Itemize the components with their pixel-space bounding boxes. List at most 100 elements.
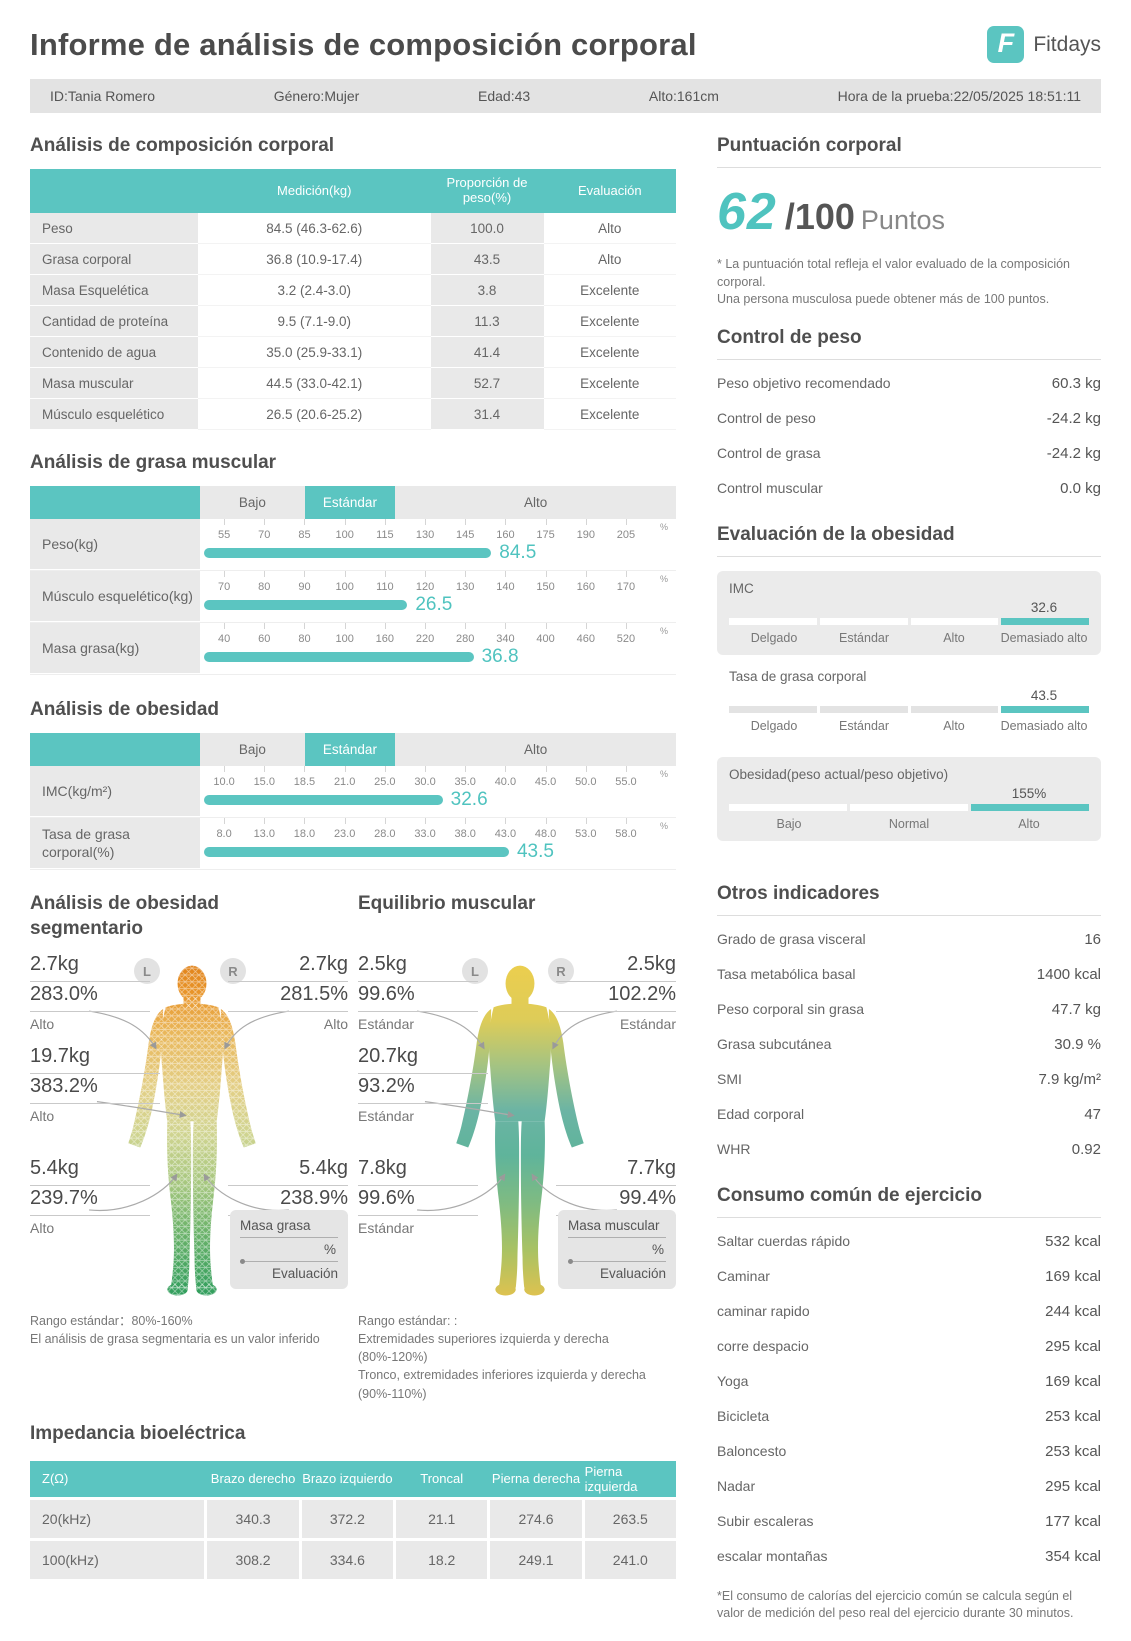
range-label: Demasiado alto: [1000, 630, 1088, 645]
table-row: Contenido de agua 35.0 (25.9-33.1) 41.4 …: [30, 337, 676, 368]
exercise-row: Bicicleta 253 kcal: [717, 1407, 1101, 1425]
tick-label: 25.0: [365, 766, 405, 788]
exercise-row: Yoga 169 kcal: [717, 1372, 1101, 1390]
range-segment: [850, 803, 968, 811]
user-info-item: Alto:161cm: [648, 88, 719, 104]
tick-label: 100: [325, 623, 365, 645]
header-cell: Evaluación: [577, 182, 642, 198]
obesity-degree-eval-bar: Obesidad(peso actual/peso objetivo) 155%…: [717, 756, 1101, 841]
indicator-row: Peso objetivo recomendado 60.3 kg: [717, 374, 1101, 392]
brand-name: Fitdays: [1033, 32, 1101, 56]
body-score-section: Puntuación corporal 62 /100 Puntos * La …: [717, 135, 1101, 309]
exercise-row: Subir escaleras 177 kcal: [717, 1512, 1101, 1530]
row-label: Masa muscular: [30, 368, 198, 399]
scale-header: Bajo Estándar Alto: [30, 733, 676, 766]
tick-label: 115: [365, 519, 405, 541]
tick-label: 55.0: [606, 766, 646, 788]
exercise-row: caminar rapido 244 kcal: [717, 1302, 1101, 1320]
tick-label: 53.0: [566, 818, 606, 840]
section-title-muscle-balance: Equilibrio muscular: [358, 893, 536, 914]
exercise-row: Nadar 295 kcal: [717, 1477, 1101, 1495]
impedance-header: Z(Ω) Brazo derecho Brazo izquierdo Troncal…: [30, 1460, 676, 1497]
tick-label: 48.0: [526, 818, 566, 840]
report-header: Informe de análisis de composición corpo…: [30, 26, 1101, 63]
range-segment: [1001, 617, 1089, 625]
indicator-row: Grado de grasa visceral 16: [717, 930, 1101, 948]
tick-label: 80: [284, 623, 324, 645]
range-label: Estándar: [838, 630, 890, 645]
range-low: Bajo: [238, 495, 266, 510]
composition-table: Medición(kg) Proporción de peso(%) Evalu…: [30, 169, 676, 430]
scale-header-corner: [30, 486, 200, 519]
report-page: Informe de análisis de composición corpo…: [30, 26, 1101, 1620]
range-label: Delgado: [750, 630, 798, 645]
user-info-item: Género:Mujer: [273, 88, 360, 104]
user-info-item: Hora de la prueba:22/05/2025 18:51:11: [837, 88, 1081, 104]
impedance-value: 334.6: [301, 1540, 394, 1579]
tick-label: 50.0: [566, 766, 606, 788]
bar-value: 32.6: [450, 789, 488, 810]
scale-row-body-fat-rate: Tasa de grasa corporal(%) % 8.0 13.0 18.0 2…: [30, 818, 676, 870]
range-low: Bajo: [238, 742, 266, 757]
bar-value: 43.5: [516, 841, 554, 862]
score-note: * La puntuación total refleja el valor e…: [717, 256, 1101, 309]
section-title-score: Puntuación corporal: [717, 135, 1101, 168]
bar-value: 26.5: [415, 594, 453, 615]
row-label: Contenido de agua: [30, 337, 198, 368]
indicator-row: Grasa subcutánea 30.9 %: [717, 1035, 1101, 1053]
evaluation: Excelente: [543, 306, 676, 337]
range-label: Bajo: [776, 816, 802, 831]
axis-unit: %: [659, 769, 668, 779]
exercise-row: escalar montañas 354 kcal: [717, 1547, 1101, 1565]
impedance-value: 249.1: [490, 1540, 582, 1579]
page-title: Informe de análisis de composición corpo…: [30, 26, 697, 62]
range-standard: Estándar: [304, 486, 396, 519]
section-title-obesity-eval: Evaluación de la obesidad: [717, 524, 1101, 557]
table-row: Masa Esquelética 3.2 (2.4-3.0) 3.8 Excel…: [30, 275, 676, 306]
left-badge: L: [134, 958, 160, 984]
tick-label: 150: [526, 571, 566, 593]
tick-label: 170: [606, 571, 646, 593]
measurement-value: 3.2 (2.4-3.0): [197, 275, 431, 306]
header-cell: Pierna derecha: [491, 1471, 581, 1487]
tick-label: 160: [365, 623, 405, 645]
tick-label: 160: [485, 519, 525, 541]
table-row: Grasa corporal 36.8 (10.9-17.4) 43.5 Alt…: [30, 244, 676, 275]
axis-unit: %: [659, 626, 668, 636]
fat-legend-box: Masa grasa % Evaluación: [230, 1210, 348, 1289]
measurement-value: 26.5 (20.6-25.2): [197, 399, 431, 430]
weight-control-section: Control de peso Peso objetivo recomendad…: [717, 327, 1101, 506]
axis-unit: %: [659, 821, 668, 831]
indicator-row: Control muscular 0.0 kg: [717, 479, 1101, 497]
range-high: Alto: [523, 742, 548, 757]
left-leg-muscle-label: 7.8kg 99.6% Estándar: [358, 1156, 478, 1236]
score-unit: Puntos: [860, 205, 945, 235]
impedance-value: 21.1: [396, 1499, 488, 1538]
tick-label: 21.0: [325, 766, 365, 788]
header-cell: Brazo derecho: [210, 1471, 296, 1487]
scale-row-fat-mass: Masa grasa(kg) % 40 60 80 100 160 220 280 340 40…: [30, 623, 676, 675]
note-line: Extremidades superiores izquierda y dere…: [358, 1332, 609, 1347]
note-line: Rango estándar：80%-160%: [30, 1314, 193, 1328]
row-label: Grasa corporal: [30, 244, 198, 275]
range-segment: [729, 705, 817, 713]
measurement-value: 84.5 (46.3-62.6): [197, 213, 431, 244]
note-line: El análisis de grasa segmentaria es un v…: [30, 1332, 320, 1347]
score-value: 62: [717, 183, 777, 241]
value-bar: [204, 847, 509, 857]
right-arm-fat-label: 2.7kg 281.5% Alto: [228, 952, 348, 1032]
tick-label: 58.0: [606, 818, 646, 840]
scale-header: Bajo Estándar Alto: [30, 486, 676, 519]
eval-value: 155%: [1011, 785, 1047, 801]
weight-proportion: 100.0: [430, 213, 544, 244]
header-cell: Brazo izquierdo: [302, 1471, 393, 1487]
tick-label: 520: [606, 623, 646, 645]
scale-row-weight: Peso(kg) % 55 70 85 100 115 130 145 160 175 190 20…: [30, 519, 676, 571]
range-label: Alto: [1018, 816, 1040, 831]
range-label: Alto: [943, 630, 965, 645]
section-title-other-indicators: Otros indicadores: [717, 883, 1101, 916]
evaluation: Alto: [543, 213, 676, 244]
tick-label: 220: [405, 623, 445, 645]
exercise-row: Baloncesto 253 kcal: [717, 1442, 1101, 1460]
evaluation: Excelente: [543, 399, 676, 430]
